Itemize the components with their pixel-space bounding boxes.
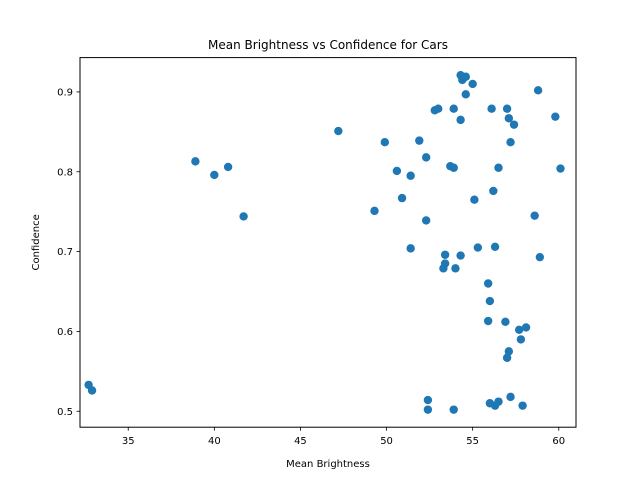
data-point (334, 126, 343, 136)
data-point (483, 316, 493, 326)
data-point (504, 347, 514, 356)
data-point (406, 244, 415, 253)
data-point (501, 317, 510, 327)
data-point (509, 120, 519, 129)
data-point (518, 401, 527, 410)
data-point (451, 264, 460, 273)
data-point (423, 405, 433, 414)
data-point (239, 212, 248, 221)
data-point (461, 72, 470, 81)
data-point (502, 104, 512, 113)
data-point (490, 242, 500, 251)
data-point (487, 104, 496, 113)
data-point (468, 79, 477, 89)
x-tick-label: 45 (294, 436, 307, 447)
data-point (551, 112, 560, 121)
x-tick-label: 60 (552, 436, 565, 447)
data-point (449, 104, 458, 113)
y-tick-label: 0.7 (57, 247, 73, 258)
data-point (423, 395, 433, 405)
y-axis: 0.5 0.6 0.7 0.8 0.9 (57, 88, 80, 418)
data-point (87, 386, 97, 395)
y-tick-label: 0.6 (57, 327, 73, 338)
data-point (494, 163, 503, 172)
data-point (535, 252, 545, 262)
x-tick-label: 55 (466, 436, 479, 447)
data-point (449, 405, 458, 414)
data-point (456, 115, 465, 125)
y-tick-label: 0.8 (57, 167, 73, 178)
data-point (483, 279, 493, 288)
data-point (533, 86, 543, 95)
data-point (449, 163, 458, 172)
y-tick-label: 0.5 (57, 407, 73, 418)
data-point (210, 170, 219, 180)
x-tick-label: 35 (122, 436, 135, 447)
y-tick-label: 0.9 (57, 88, 73, 99)
data-point (415, 136, 424, 145)
x-axis: 35 40 45 50 55 60 (122, 427, 565, 447)
data-point (397, 193, 407, 203)
data-point (473, 243, 483, 252)
data-point (461, 90, 470, 99)
plot-frame (79, 57, 577, 428)
data-point (485, 296, 495, 306)
data-point (530, 211, 539, 220)
data-point (456, 251, 465, 260)
data-point (392, 166, 402, 176)
data-point (439, 264, 448, 273)
data-point (494, 397, 503, 406)
x-axis-label: Mean Brightness (286, 459, 370, 470)
data-point (556, 164, 565, 173)
data-point (223, 162, 233, 172)
data-point (406, 171, 415, 180)
data-point (440, 250, 450, 259)
data-point (421, 216, 431, 225)
y-axis-label: Confidence (31, 214, 42, 270)
data-point (516, 335, 526, 344)
data-point (521, 323, 531, 332)
x-tick-label: 50 (380, 436, 393, 447)
data-point (470, 195, 479, 204)
data-point (504, 114, 514, 123)
data-point (421, 153, 431, 162)
data-point (514, 325, 524, 335)
data-point (380, 138, 390, 147)
data-point (506, 138, 515, 147)
data-point (434, 104, 443, 113)
data-point (506, 392, 515, 402)
data-point (489, 186, 498, 196)
chart-title: Mean Brightness vs Confidence for Cars (208, 38, 448, 52)
x-tick-label: 40 (208, 436, 221, 447)
data-point (370, 206, 379, 216)
points-layer (84, 70, 565, 414)
data-point (191, 157, 200, 166)
data-point (502, 353, 512, 362)
